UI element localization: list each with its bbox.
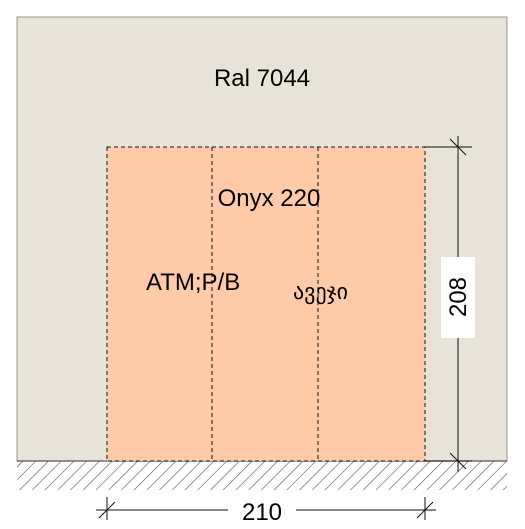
floor-hatch bbox=[17, 460, 507, 490]
width-dimension-label: 210 bbox=[242, 499, 282, 526]
panel-sublabel: ATM;P/B bbox=[146, 269, 240, 296]
panel-outline bbox=[106, 146, 426, 462]
wall-label: Ral 7044 bbox=[214, 65, 310, 92]
panel-script-label: ავეჯი bbox=[293, 279, 348, 305]
height-dimension: 208 bbox=[425, 136, 475, 472]
width-dimension: 210 bbox=[96, 497, 436, 526]
height-dimension-label: 208 bbox=[445, 277, 472, 317]
panel-label: Onyx 220 bbox=[218, 185, 321, 212]
